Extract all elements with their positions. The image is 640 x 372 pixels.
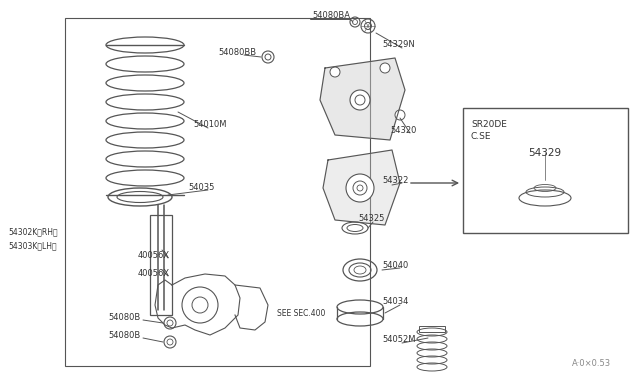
- Text: 54080BA: 54080BA: [312, 10, 350, 19]
- Text: 54325: 54325: [358, 214, 385, 222]
- Circle shape: [350, 90, 370, 110]
- Circle shape: [380, 63, 390, 73]
- Circle shape: [330, 67, 340, 77]
- Circle shape: [395, 110, 405, 120]
- Text: 54329N: 54329N: [382, 39, 415, 48]
- Text: SR20DE: SR20DE: [471, 119, 507, 128]
- Bar: [150, 215, 172, 315]
- Text: 40056X: 40056X: [138, 269, 170, 278]
- Text: 40056X: 40056X: [138, 250, 170, 260]
- Text: 54303K〈LH〉: 54303K〈LH〉: [8, 241, 56, 250]
- Text: 54080B: 54080B: [108, 314, 140, 323]
- Circle shape: [346, 174, 374, 202]
- Bar: [419, 326, 445, 332]
- Text: 54052M: 54052M: [382, 336, 415, 344]
- Text: 54322: 54322: [382, 176, 408, 185]
- Text: SEE SEC.400: SEE SEC.400: [277, 308, 325, 317]
- Bar: [463, 108, 628, 233]
- Text: 54035: 54035: [188, 183, 214, 192]
- Text: 54040: 54040: [382, 260, 408, 269]
- Text: A·0×0.53: A·0×0.53: [572, 359, 611, 369]
- Polygon shape: [320, 58, 405, 140]
- Text: 54302K〈RH〉: 54302K〈RH〉: [8, 228, 58, 237]
- Bar: [65, 18, 370, 366]
- Text: 54329: 54329: [529, 148, 561, 158]
- Text: 54034: 54034: [382, 298, 408, 307]
- Polygon shape: [323, 150, 400, 225]
- Text: C.SE: C.SE: [471, 131, 492, 141]
- Text: 54320: 54320: [390, 125, 417, 135]
- Text: 54010M: 54010M: [193, 119, 227, 128]
- Text: 54080BB: 54080BB: [218, 48, 256, 57]
- Text: 54080B: 54080B: [108, 331, 140, 340]
